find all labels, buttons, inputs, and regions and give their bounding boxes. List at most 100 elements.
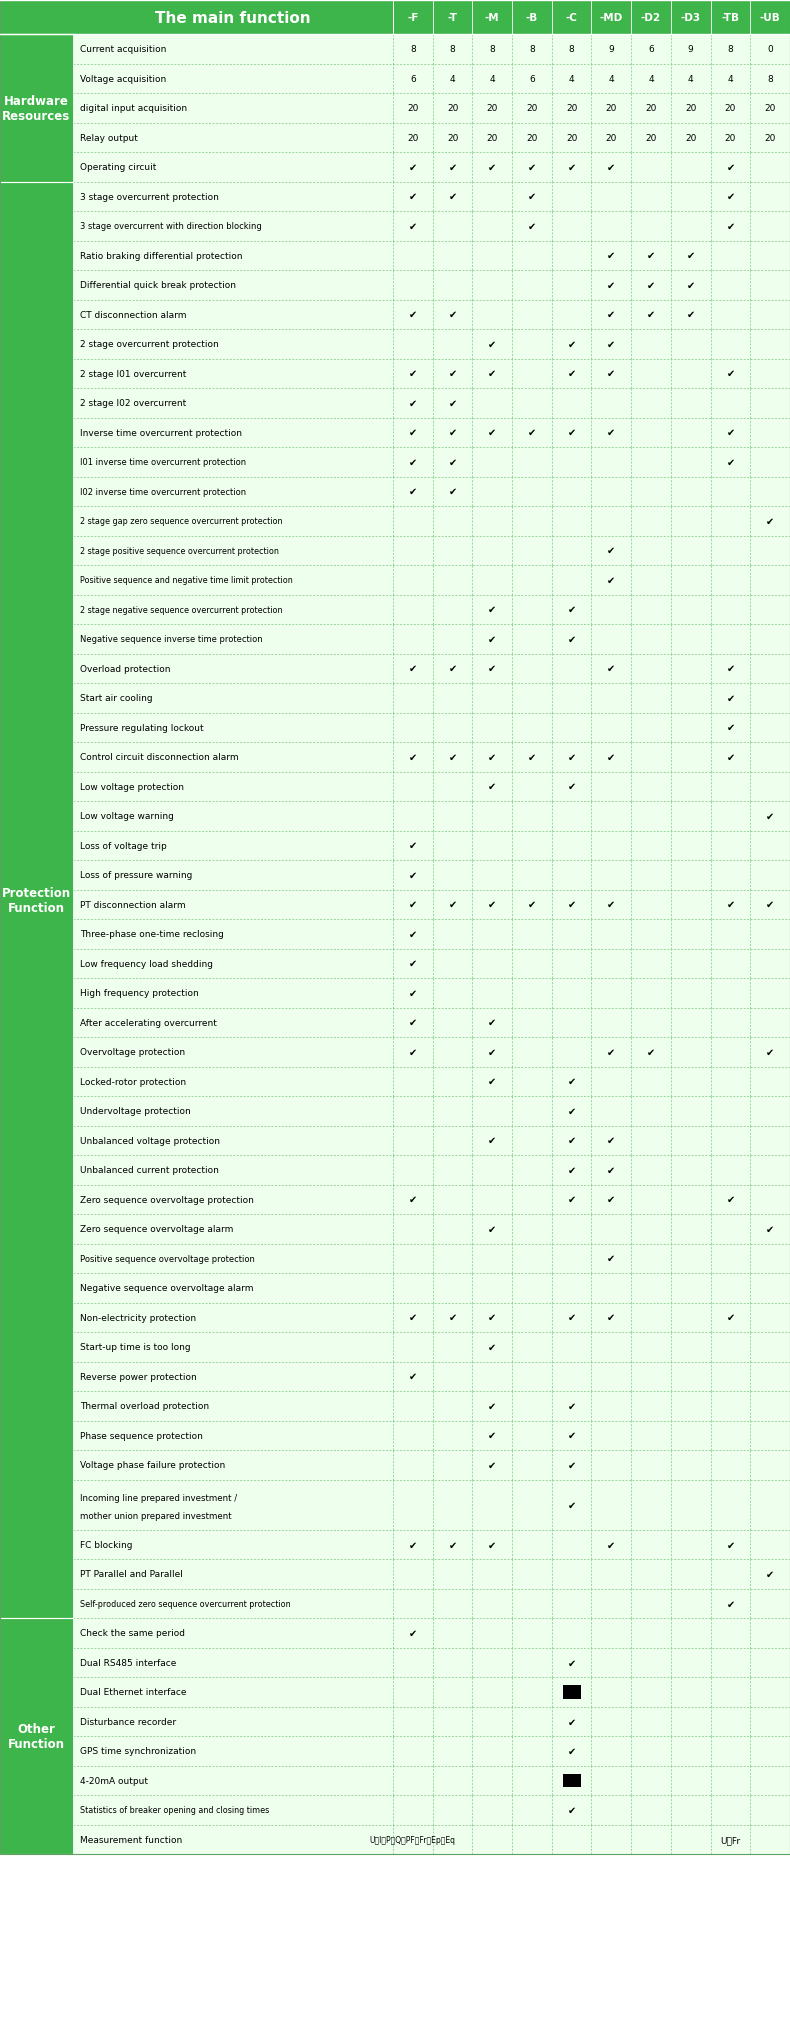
Text: 4: 4: [490, 75, 495, 83]
Text: ✔: ✔: [528, 221, 536, 231]
Text: 8: 8: [767, 75, 773, 83]
Text: ✔: ✔: [449, 457, 457, 467]
Text: 6: 6: [648, 45, 654, 55]
Text: ✔: ✔: [567, 339, 576, 349]
Text: ✔: ✔: [567, 1401, 576, 1411]
Text: Disturbance recorder: Disturbance recorder: [80, 1717, 176, 1726]
Text: ✔: ✔: [408, 840, 417, 851]
Bar: [73, 35, 790, 65]
Text: Thermal overload protection: Thermal overload protection: [80, 1401, 209, 1411]
Text: 8: 8: [450, 45, 455, 55]
Bar: [0, 35, 73, 183]
Text: PT disconnection alarm: PT disconnection alarm: [80, 901, 186, 909]
Text: ✔: ✔: [766, 1224, 774, 1234]
Text: High frequency protection: High frequency protection: [80, 989, 199, 999]
Text: ✔: ✔: [528, 162, 536, 173]
Text: ✔: ✔: [528, 193, 536, 203]
Text: ✔: ✔: [488, 369, 496, 380]
Text: ✔: ✔: [726, 221, 735, 231]
Text: Check the same period: Check the same period: [80, 1628, 185, 1638]
Text: ✔: ✔: [528, 753, 536, 763]
Text: ✔: ✔: [608, 753, 615, 763]
Bar: [73, 713, 790, 743]
Bar: [73, 1391, 790, 1421]
Bar: [73, 1795, 790, 1825]
Text: ✔: ✔: [488, 1076, 496, 1086]
Text: Zero sequence overvoltage alarm: Zero sequence overvoltage alarm: [80, 1224, 233, 1234]
Bar: [73, 889, 790, 920]
Text: 2 stage I02 overcurrent: 2 stage I02 overcurrent: [80, 400, 186, 408]
Bar: [73, 920, 790, 950]
Text: FC blocking: FC blocking: [80, 1541, 133, 1549]
Text: 20: 20: [685, 104, 697, 114]
Text: 9: 9: [608, 45, 614, 55]
Text: 4: 4: [569, 75, 574, 83]
Text: ✔: ✔: [408, 664, 417, 674]
Text: 2 stage I01 overcurrent: 2 stage I01 overcurrent: [80, 369, 186, 378]
Text: ✔: ✔: [567, 369, 576, 380]
Text: 0: 0: [767, 45, 773, 55]
Text: Negative sequence inverse time protection: Negative sequence inverse time protectio…: [80, 635, 262, 644]
Text: ✔: ✔: [608, 428, 615, 438]
Bar: [73, 93, 790, 124]
Text: After accelerating overcurrent: After accelerating overcurrent: [80, 1019, 217, 1027]
Text: ✔: ✔: [608, 162, 615, 173]
Text: ✔: ✔: [528, 428, 536, 438]
Text: Control circuit disconnection alarm: Control circuit disconnection alarm: [80, 753, 239, 761]
Text: ✔: ✔: [449, 428, 457, 438]
Text: ✔: ✔: [608, 252, 615, 262]
Text: ✔: ✔: [488, 162, 496, 173]
Text: ✔: ✔: [766, 812, 774, 822]
Text: ✔: ✔: [408, 989, 417, 999]
Text: ✔: ✔: [408, 1017, 417, 1027]
Bar: [73, 211, 790, 242]
Text: Negative sequence overvoltage alarm: Negative sequence overvoltage alarm: [80, 1283, 254, 1293]
Bar: [73, 124, 790, 152]
Bar: [73, 743, 790, 771]
Text: ✔: ✔: [528, 899, 536, 909]
Text: ✔: ✔: [608, 1313, 615, 1324]
Text: ✔: ✔: [408, 1372, 417, 1382]
Text: ✔: ✔: [608, 574, 615, 585]
Text: I02 inverse time overcurrent protection: I02 inverse time overcurrent protection: [80, 487, 246, 497]
Text: 4: 4: [649, 75, 654, 83]
Text: ✔: ✔: [608, 1196, 615, 1204]
Bar: [73, 1766, 790, 1795]
Text: ✔: ✔: [687, 280, 695, 290]
Bar: [73, 1303, 790, 1332]
Bar: [73, 300, 790, 329]
Text: Incoming line prepared investment /: Incoming line prepared investment /: [80, 1492, 237, 1502]
Text: ✔: ✔: [488, 1047, 496, 1058]
Text: ✔: ✔: [449, 1539, 457, 1549]
Bar: [73, 802, 790, 830]
Bar: [73, 390, 790, 418]
Text: Loss of voltage trip: Loss of voltage trip: [80, 840, 167, 851]
Text: ✔: ✔: [647, 252, 655, 262]
Bar: [73, 1707, 790, 1736]
Text: ✔: ✔: [726, 664, 735, 674]
Text: ✔: ✔: [726, 457, 735, 467]
Text: Undervoltage protection: Undervoltage protection: [80, 1106, 190, 1117]
Text: 6: 6: [529, 75, 535, 83]
Text: ✔: ✔: [408, 221, 417, 231]
Text: ✔: ✔: [766, 1569, 774, 1579]
Text: ✔: ✔: [408, 487, 417, 497]
Text: 20: 20: [724, 104, 736, 114]
Bar: [73, 270, 790, 300]
Text: ✔: ✔: [567, 428, 576, 438]
Bar: [73, 1421, 790, 1449]
Text: 8: 8: [569, 45, 574, 55]
Bar: [73, 1332, 790, 1362]
Bar: [73, 566, 790, 595]
Text: Low frequency load shedding: Low frequency load shedding: [80, 960, 213, 968]
Text: ✔: ✔: [567, 1313, 576, 1324]
Text: ✔: ✔: [408, 1628, 417, 1638]
Text: ✔: ✔: [567, 1659, 576, 1667]
Text: -D3: -D3: [681, 12, 701, 22]
Text: ✔: ✔: [488, 753, 496, 763]
Text: -MD: -MD: [600, 12, 623, 22]
Text: ✔: ✔: [488, 1460, 496, 1470]
Text: 20: 20: [765, 104, 776, 114]
Text: ✔: ✔: [567, 1500, 576, 1510]
Text: 4-20mA output: 4-20mA output: [80, 1776, 148, 1784]
